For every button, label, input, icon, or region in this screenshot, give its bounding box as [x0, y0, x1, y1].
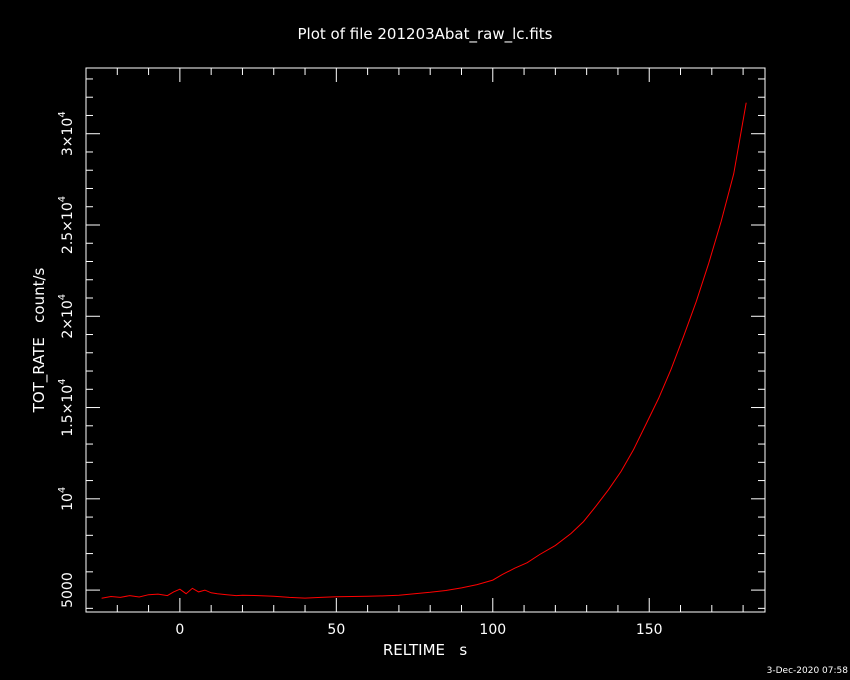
plot-frame [85, 67, 766, 613]
y-tick-label: 1.5×104 [57, 378, 76, 436]
x-tick-label: 50 [327, 622, 345, 638]
y-tick-mantissa: 2.5×10 [60, 202, 76, 254]
y-tick-mantissa: 10 [60, 493, 76, 511]
y-tick-exponent: 4 [57, 378, 68, 384]
x-tick-label: 100 [479, 622, 506, 638]
chart-title: Plot of file 201203Abat_raw_lc.fits [298, 25, 553, 44]
x-tick-label: 0 [175, 622, 184, 638]
y-tick-label: 2.5×104 [57, 196, 76, 254]
data-series [101, 102, 747, 599]
x-tick-label: 150 [636, 622, 663, 638]
y-tick-mantissa: 5000 [60, 572, 76, 608]
y-tick-exponent: 4 [57, 196, 68, 202]
y-tick-label: 5000 [60, 572, 76, 608]
y-tick-label: 3×104 [57, 111, 76, 156]
y-tick-mantissa: 2×10 [60, 300, 76, 338]
y-tick-mantissa: 3×10 [60, 118, 76, 156]
timestamp-label: 3-Dec-2020 07:58 [767, 666, 849, 676]
y-tick-mantissa: 1.5×10 [60, 385, 76, 437]
x-axis-label: RELTIME s [383, 641, 468, 659]
y-tick-label: 104 [57, 487, 76, 511]
series-line [101, 102, 747, 599]
y-tick-exponent: 4 [57, 111, 68, 117]
y-axis-label: TOT_RATE count/s [30, 267, 49, 413]
y-tick-exponent: 4 [57, 294, 68, 300]
y-tick-label: 2×104 [57, 294, 76, 339]
y-tick-exponent: 4 [57, 487, 68, 493]
x-axis-ticks: 0 50 100 150 [116, 68, 744, 638]
